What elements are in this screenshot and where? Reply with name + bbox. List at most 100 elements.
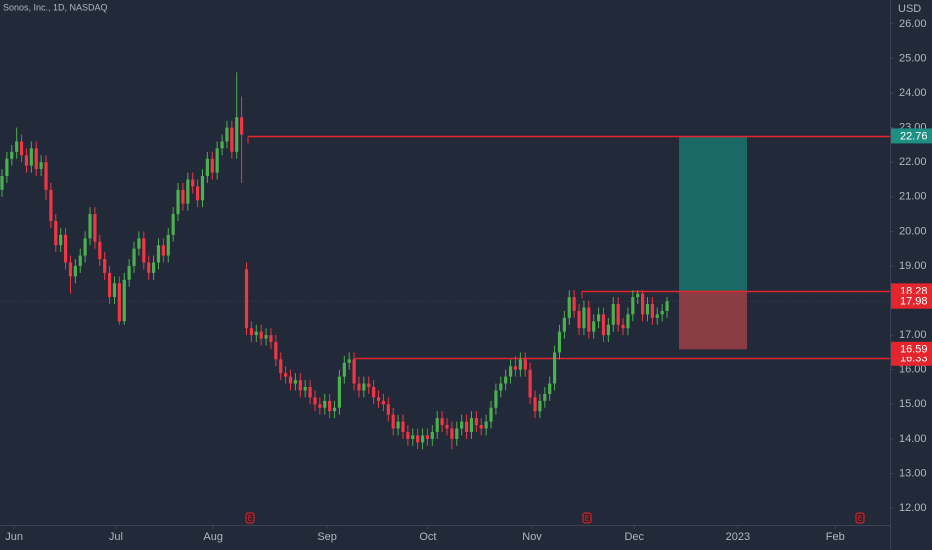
candle-body [328,400,332,412]
last-price-label: 17.98 [900,296,928,308]
candle-body [44,162,48,190]
candle-body [176,189,180,215]
candle-body [88,214,92,239]
candle-body [235,117,239,152]
candle-body [63,234,68,263]
candle-body [508,366,513,377]
candle-body [499,383,503,391]
candle-body [293,380,298,384]
y-tick-label: 15.00 [899,398,927,410]
candle-body [533,397,537,412]
candle-body [367,383,371,388]
candle-body [474,418,478,426]
candle-body [142,238,146,263]
candle-body [523,359,527,370]
y-tick-label: 16.00 [899,364,927,376]
candle-body [611,304,615,325]
y-tick-label: 24.00 [899,87,927,99]
candle-body [460,421,464,429]
candle-body [323,400,327,408]
candle-body [303,387,307,391]
candle-body [430,431,434,439]
candle-body [445,425,449,429]
candle-body [132,248,136,266]
candle-body [210,158,214,173]
y-tick-label: 17.00 [899,329,927,341]
candle-body [269,335,273,343]
candle-body [665,301,669,311]
event-marker [855,512,865,524]
x-tick-label: Oct [419,531,436,543]
candle-body [420,435,425,443]
candle-body [161,245,165,256]
candle-body [230,127,234,152]
event-label: E [585,515,590,522]
candle-body [73,265,77,277]
y-tick-label: 21.00 [899,191,927,203]
candle-body [357,383,361,391]
x-tick-label: Jun [5,531,23,543]
candle-body [528,369,532,398]
candle-body [455,428,459,439]
candle-body [631,297,635,315]
event-label: E [248,515,253,522]
candle-body [19,141,24,156]
candle-body [567,297,571,318]
candle-body [513,366,518,370]
candle-body [181,189,185,204]
candle-body [504,376,508,384]
candle-body [171,214,175,235]
candle-body [107,272,112,298]
candle-body [117,283,121,322]
candle-body [298,380,302,391]
candle-body [39,162,43,170]
x-tick-label: Nov [522,531,542,543]
x-tick-label: Feb [826,531,845,543]
candle-body [391,414,395,429]
stop-zone [679,290,747,350]
candle-body [112,283,117,298]
candle-body [147,262,151,273]
candle-body [577,310,581,329]
candle-body [450,428,454,439]
candle-body [127,265,131,280]
candle-body [381,400,386,405]
candle-body [151,262,156,273]
candle-body [645,304,650,315]
candle-body [601,314,606,336]
candle-body [616,304,620,325]
candle-body [313,397,317,405]
y-tick-label: 26.00 [899,18,927,30]
candle-body [416,435,420,443]
x-tick-label: Sep [317,531,337,543]
stop-label: 16.59 [900,344,928,356]
candle-body [347,359,351,363]
candle-body [396,421,400,429]
candle-body [655,314,659,318]
candle-body [68,262,73,277]
candle-body [484,421,488,429]
chart-title: Sonos, Inc., 1D, NASDAQ [3,2,108,12]
target-label: 22.76 [900,130,928,142]
candle-body [103,259,107,273]
candle-body [425,435,430,439]
candle-body [518,359,522,370]
candle-body [548,383,552,394]
y-tick-label: 19.00 [899,260,927,272]
event-marker [245,512,255,524]
candle-body [0,176,4,190]
candle-body [156,245,161,263]
candle-body [279,359,283,374]
candle-body [543,393,547,401]
candle-body [587,307,591,332]
candle-body [225,127,229,142]
candle-body [435,418,439,432]
candle-body [342,362,346,377]
candle-body [259,331,263,339]
candle-body [386,404,390,415]
candle-body [98,241,102,260]
candle-body [596,314,601,322]
